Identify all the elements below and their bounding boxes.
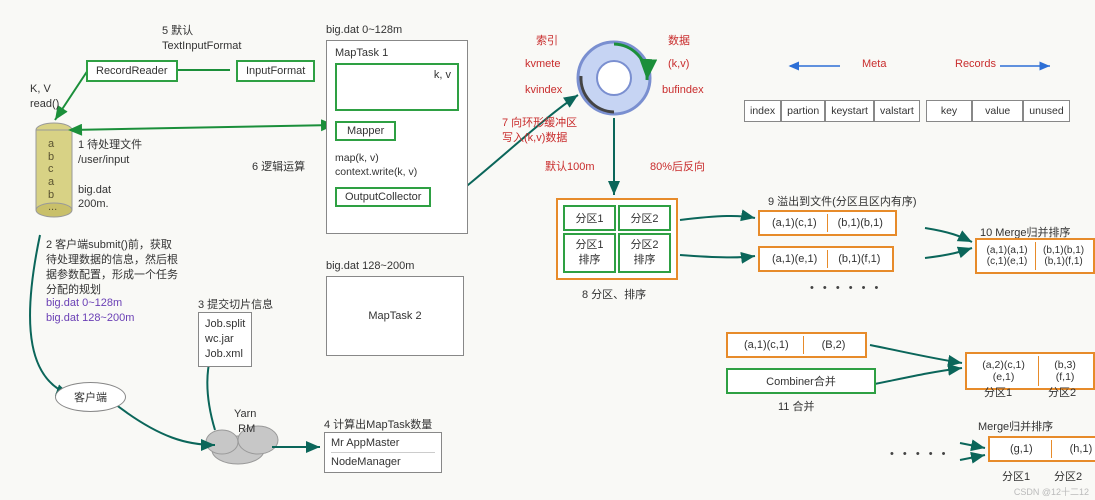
a2c1e1: (a,2)(c,1)(e,1): [969, 356, 1039, 386]
step1-label: 1 待处理文件 /user/input big.dat 200m.: [78, 138, 142, 212]
output-collector-box: OutputCollector: [335, 187, 431, 207]
maptask2-panel: MapTask 2: [326, 276, 464, 356]
comb-row: (a,1)(c,1) (B,2): [726, 332, 867, 358]
watermark: CSDN @12十二12: [1014, 485, 1089, 498]
part2-b: 分区2: [1054, 468, 1082, 484]
part1-b: 分区1: [1002, 468, 1030, 484]
bottom-row: (g,1) (h,1): [988, 436, 1095, 462]
kv-read-label: K, V read(): [30, 82, 59, 112]
maptask1-title: MapTask 1: [335, 47, 459, 59]
mapkv-label: map(k, v) context.write(k, v): [335, 151, 459, 179]
mrappmaster-box: Mr AppMaster: [331, 437, 435, 453]
b3f1: (b,3)(f,1): [1039, 356, 1091, 386]
combiner-box: Combiner合并: [726, 368, 876, 394]
spill-row1: (a,1)(c,1) (b,1)(b,1): [758, 210, 897, 236]
a1e1: (a,1)(e,1): [762, 250, 828, 268]
kv-inner-box: k, v: [335, 63, 459, 111]
records-label: Records: [955, 58, 996, 70]
step9-label: 9 溢出到文件(分区且区内有序): [768, 193, 917, 209]
kv-label: k, v: [434, 69, 451, 81]
bufindex-label: bufindex: [662, 84, 704, 96]
b1b1: (b,1)(b,1): [828, 214, 893, 232]
yarn-label: Yarn RM: [234, 407, 256, 437]
buffer-table: index partion keystart valstart key valu…: [744, 100, 1070, 122]
step2-label: 2 客户端submit()前，获取 待处理数据的信息，然后根 据参数配置，形成一…: [46, 238, 178, 297]
mapper-box: Mapper: [335, 121, 396, 141]
cylinder-lines: abcab...: [48, 138, 57, 214]
input-format-box: InputFormat: [236, 60, 315, 82]
part1-a: 分区1: [984, 384, 1012, 400]
merge2: (b,1)(b,1)(b,1)(f,1): [1036, 242, 1091, 270]
buf-index: index: [744, 100, 781, 122]
merge1: (a,1)(a,1)(c,1)(e,1): [979, 242, 1036, 270]
step11-label: 11 合并: [778, 398, 814, 414]
jobfiles-box: Job.split wc.jar Job.xml: [198, 312, 252, 367]
step7-label: 7 向环形缓冲区 写入(k,v)数据: [502, 116, 577, 146]
buf-valstart: valstart: [874, 100, 920, 122]
buf-keystart: keystart: [825, 100, 874, 122]
spill-row2: (a,1)(e,1) (b,1)(f,1): [758, 246, 894, 272]
bigdat1-label: big.dat 0~128m: [326, 24, 402, 36]
buf-value: value: [972, 100, 1023, 122]
p1s-box: 分区1 排序: [563, 233, 616, 273]
B2: (B,2): [804, 336, 864, 354]
splits-label: big.dat 0~128m big.dat 128~200m: [46, 296, 134, 326]
buf-partion: partion: [781, 100, 825, 122]
p2s-box: 分区2 排序: [618, 233, 671, 273]
buf-key: key: [926, 100, 972, 122]
g1: (g,1): [992, 440, 1052, 458]
a1c1-2: (a,1)(c,1): [730, 336, 804, 354]
dots2: • • • • •: [890, 448, 948, 460]
dots1: • • • • • •: [810, 282, 881, 294]
step8-label: 8 分区、排序: [582, 286, 646, 302]
mergesort-label: Merge归并排序: [978, 418, 1053, 434]
bigdat2-label: big.dat 128~200m: [326, 260, 414, 272]
merge-row: (a,1)(a,1)(c,1)(e,1) (b,1)(b,1)(b,1)(f,1…: [975, 238, 1095, 274]
step5-label: 5 默认 TextInputFormat: [162, 24, 241, 54]
part2-a: 分区2: [1048, 384, 1076, 400]
nodemanager-box: NodeManager: [331, 456, 435, 468]
record-reader-box: RecordReader: [86, 60, 178, 82]
client-box: 客户端: [55, 382, 126, 412]
data-label: 数据: [668, 32, 690, 48]
index-label: 索引: [536, 32, 558, 48]
p1-box: 分区1: [563, 205, 616, 231]
step3-label: 3 提交切片信息: [198, 296, 273, 312]
kv-pair-label: (k,v): [668, 58, 689, 70]
maptask1-panel: MapTask 1 k, v Mapper map(k, v) context.…: [326, 40, 468, 234]
step6-label: 6 逻辑运算: [252, 158, 305, 174]
b1f1: (b,1)(f,1): [828, 250, 890, 268]
default100-label: 默认100m: [545, 158, 595, 174]
partition-panel: 分区1 分区2 分区1 排序 分区2 排序: [556, 198, 678, 280]
maptask2-title: MapTask 2: [368, 310, 421, 322]
kvindex-label: kvindex: [525, 84, 562, 96]
buf-unused: unused: [1023, 100, 1069, 122]
h1: (h,1): [1052, 440, 1095, 458]
meta-label: Meta: [862, 58, 886, 70]
step4-label: 4 计算出MapTask数量: [324, 416, 432, 432]
reverse80-label: 80%后反向: [650, 158, 705, 174]
a1c1-1: (a,1)(c,1): [762, 214, 828, 232]
yarn-panel: Mr AppMaster NodeManager: [324, 432, 442, 473]
p2-box: 分区2: [618, 205, 671, 231]
kvmete-label: kvmete: [525, 58, 560, 70]
